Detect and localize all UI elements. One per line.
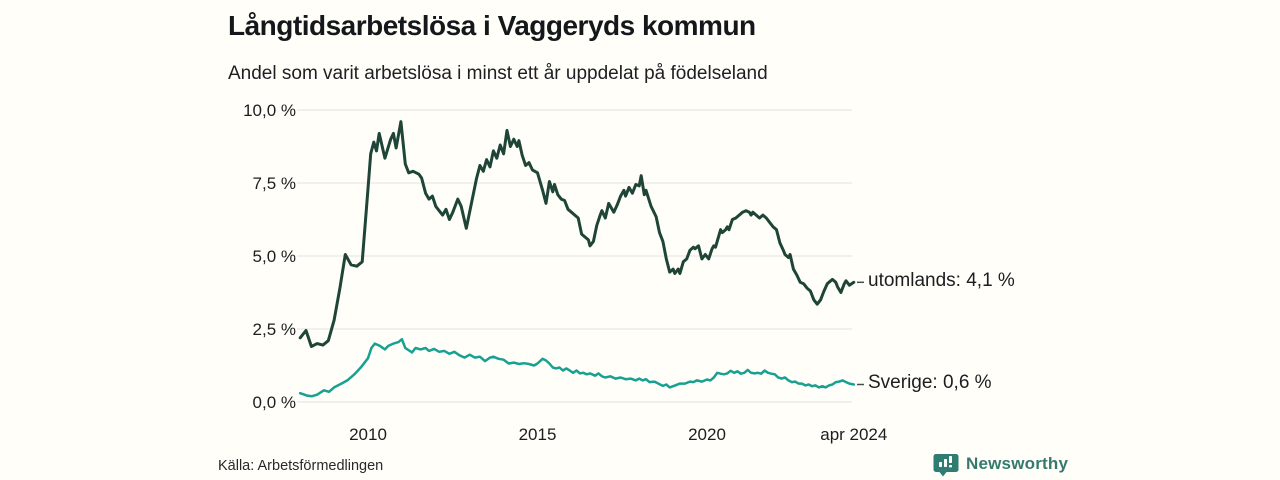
y-tick-label: 0,0 % — [253, 393, 296, 412]
x-tick-label: 2015 — [519, 425, 557, 444]
y-tick-label: 10,0 % — [243, 101, 296, 120]
x-tick-label: 2010 — [349, 425, 387, 444]
newsworthy-logo-icon — [933, 451, 959, 477]
chart-subtitle: Andel som varit arbetslösa i minst ett å… — [228, 63, 768, 84]
page-title: Långtidsarbetslösa i Vaggeryds kommun — [228, 10, 756, 41]
x-tick-label: apr 2024 — [820, 425, 887, 444]
y-tick-label: 2,5 % — [253, 320, 296, 339]
brand-footer: Newsworthy — [933, 450, 1068, 478]
series-line-utomlands — [298, 120, 856, 348]
brand-name: Newsworthy — [966, 454, 1069, 473]
legend-label-sverige: Sverige: 0,6 % — [868, 372, 992, 393]
x-tick-label: 2020 — [688, 425, 726, 444]
series-line-sverige — [298, 337, 856, 398]
legend-label-utomlands: utomlands: 4,1 % — [868, 270, 1015, 291]
source-note: Källa: Arbetsförmedlingen — [218, 458, 384, 474]
y-tick-label: 7,5 % — [253, 174, 296, 193]
y-tick-label: 5,0 % — [253, 247, 296, 266]
